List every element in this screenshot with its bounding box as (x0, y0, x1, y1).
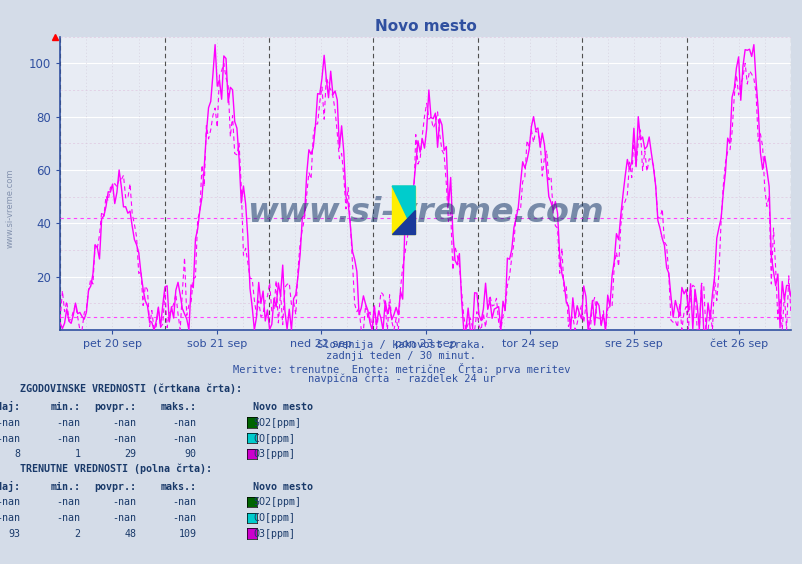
Text: -nan: -nan (172, 513, 196, 523)
Text: -nan: -nan (56, 513, 80, 523)
Text: ZGODOVINSKE VREDNOSTI (črtkana črta):: ZGODOVINSKE VREDNOSTI (črtkana črta): (20, 384, 241, 394)
Text: CO[ppm]: CO[ppm] (253, 513, 294, 523)
Text: -nan: -nan (0, 434, 20, 444)
Text: Novo mesto: Novo mesto (253, 402, 313, 412)
Bar (391, 186, 415, 234)
Text: sedaj:: sedaj: (0, 401, 20, 412)
Text: -nan: -nan (56, 418, 80, 428)
Text: min.:: min.: (51, 482, 80, 492)
Text: 109: 109 (179, 529, 196, 539)
Text: 2: 2 (75, 529, 80, 539)
Text: sedaj:: sedaj: (0, 481, 20, 492)
Text: maks.:: maks.: (160, 402, 196, 412)
Text: Novo mesto: Novo mesto (253, 482, 313, 492)
Text: Meritve: trenutne  Enote: metrične  Črta: prva meritev: Meritve: trenutne Enote: metrične Črta: … (233, 363, 569, 374)
Text: www.si-vreme.com: www.si-vreme.com (6, 169, 15, 248)
Text: min.:: min.: (51, 402, 80, 412)
Text: -nan: -nan (0, 497, 20, 508)
Text: -nan: -nan (172, 434, 196, 444)
Text: SO2[ppm]: SO2[ppm] (253, 497, 301, 508)
Text: povpr.:: povpr.: (95, 402, 136, 412)
Text: -nan: -nan (112, 418, 136, 428)
Text: -nan: -nan (112, 497, 136, 508)
Text: -nan: -nan (112, 513, 136, 523)
Text: povpr.:: povpr.: (95, 482, 136, 492)
Text: navpična črta - razdelek 24 ur: navpična črta - razdelek 24 ur (307, 374, 495, 385)
Text: -nan: -nan (0, 418, 20, 428)
Text: 29: 29 (124, 450, 136, 460)
Text: CO[ppm]: CO[ppm] (253, 434, 294, 444)
Text: maks.:: maks.: (160, 482, 196, 492)
Text: TRENUTNE VREDNOSTI (polna črta):: TRENUTNE VREDNOSTI (polna črta): (20, 463, 212, 474)
Text: SO2[ppm]: SO2[ppm] (253, 418, 301, 428)
Text: -nan: -nan (172, 418, 196, 428)
Text: O3[ppm]: O3[ppm] (253, 450, 294, 460)
Text: 48: 48 (124, 529, 136, 539)
Text: O3[ppm]: O3[ppm] (253, 529, 294, 539)
Text: -nan: -nan (112, 434, 136, 444)
Text: -nan: -nan (56, 434, 80, 444)
Text: Slovenija / kakovost zraka.: Slovenija / kakovost zraka. (317, 340, 485, 350)
Text: 8: 8 (14, 450, 20, 460)
Text: 1: 1 (75, 450, 80, 460)
Text: 90: 90 (184, 450, 196, 460)
Text: zadnji teden / 30 minut.: zadnji teden / 30 minut. (326, 351, 476, 362)
Text: www.si-vreme.com: www.si-vreme.com (247, 196, 603, 229)
Polygon shape (391, 186, 415, 234)
Text: -nan: -nan (172, 497, 196, 508)
Title: Novo mesto: Novo mesto (375, 19, 476, 34)
Text: -nan: -nan (56, 497, 80, 508)
Polygon shape (391, 210, 415, 234)
Text: 93: 93 (8, 529, 20, 539)
Text: -nan: -nan (0, 513, 20, 523)
